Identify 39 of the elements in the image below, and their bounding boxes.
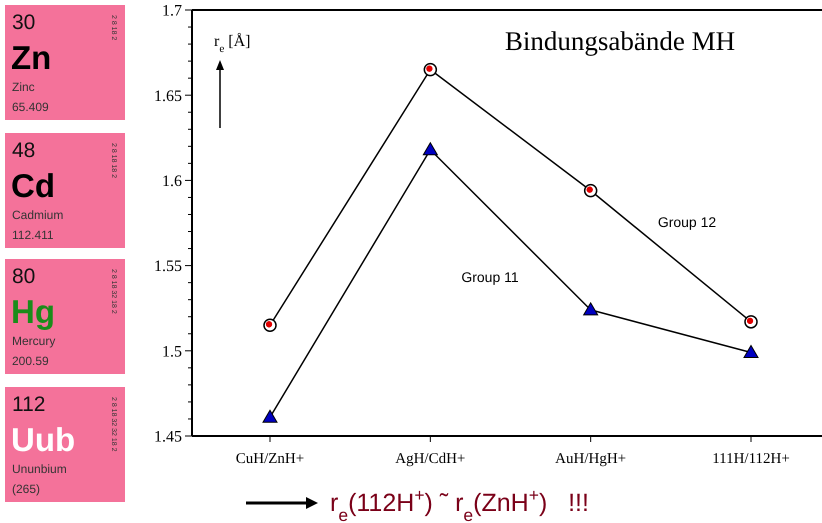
y-tick-label: 1.5	[162, 343, 182, 360]
text: 30	[12, 11, 36, 34]
y-tick-label: 1.55	[154, 258, 182, 276]
text: Uub	[11, 421, 76, 458]
x-tick-label: AuH/HgH+	[555, 451, 626, 467]
text: 65.409	[12, 100, 50, 114]
text: Zinc	[12, 80, 35, 94]
point	[262, 410, 278, 423]
text: Cadmium	[12, 208, 64, 222]
point	[584, 184, 598, 198]
text: Zn	[11, 39, 52, 76]
text: 112	[12, 393, 46, 416]
x-tick-label: 111H/112H+	[712, 451, 790, 467]
text: r$_{e}$(112H$^{+}$) ˜ r$_{e}$(ZnH$^{+}$) !!!	[330, 485, 589, 523]
y-tick-label: 1.45	[154, 428, 182, 446]
point	[744, 345, 758, 358]
y-tick-label: 1.65	[154, 88, 182, 105]
y-tick-label: 1.6	[162, 173, 182, 190]
x-tick-label: AgH/CdH+	[395, 451, 466, 467]
text: Mercury	[12, 334, 56, 348]
text: 200.59	[12, 354, 50, 368]
y-tick-label: 1.7	[162, 2, 182, 20]
text: Bindungsabände MH	[504, 26, 736, 56]
text: Ununbium	[12, 462, 67, 476]
text: (265)	[12, 482, 40, 496]
point	[263, 318, 277, 332]
text: Cd	[11, 167, 55, 204]
point	[583, 302, 598, 316]
series-label: Group 11	[461, 269, 519, 285]
point	[744, 315, 758, 329]
text: 80	[12, 265, 36, 288]
text: 48	[12, 139, 36, 162]
text: 112.411	[12, 228, 54, 242]
text: Hg	[11, 293, 55, 330]
point	[422, 142, 438, 156]
point	[424, 62, 438, 76]
x-tick-label: CuH/ZnH+	[236, 451, 304, 467]
series-label: Group 12	[658, 214, 716, 230]
y-axis-title: r$_{e}$ [Å]	[214, 32, 251, 55]
